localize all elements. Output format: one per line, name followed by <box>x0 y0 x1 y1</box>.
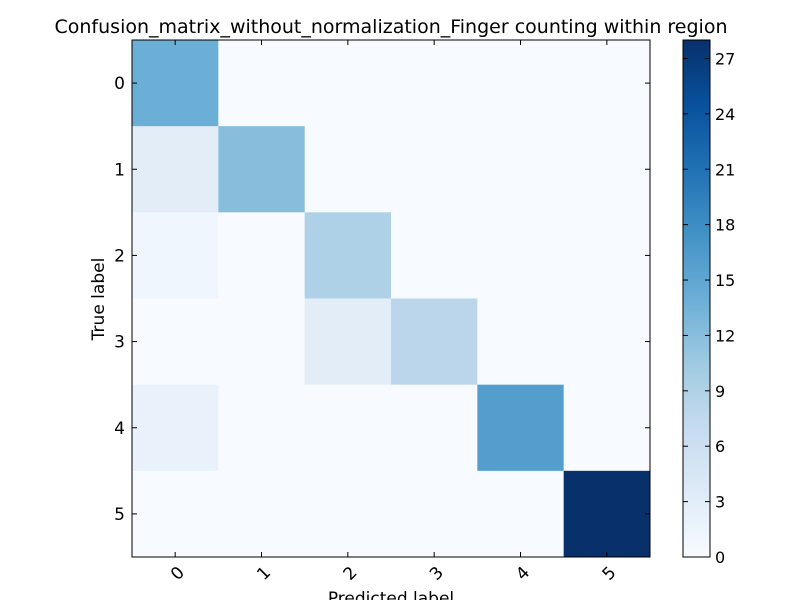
colorbar-tick-label: 3 <box>715 493 725 512</box>
y-tick-label: 4 <box>114 419 125 439</box>
heatmap-cell <box>391 126 478 213</box>
y-tick-label: 0 <box>114 74 125 94</box>
heatmap-cell <box>132 126 219 213</box>
colorbar-tick-label: 27 <box>715 49 735 68</box>
colorbar-tick-label: 24 <box>715 105 735 124</box>
x-tick-label: 2 <box>340 563 362 585</box>
heatmap-cell <box>132 298 219 386</box>
x-axis-label: Predicted label <box>328 589 454 600</box>
x-tick-label: 4 <box>512 563 534 585</box>
heatmap-cell <box>477 212 565 299</box>
heatmap-cell <box>477 384 565 472</box>
y-axis-label: True label <box>89 258 109 342</box>
heatmap-cell <box>563 40 651 127</box>
heatmap-cell <box>304 298 392 386</box>
plot-frame <box>131 39 651 558</box>
heatmap-cell <box>563 126 651 213</box>
colorbar-tick-label: 9 <box>715 382 725 401</box>
heatmap-cell <box>477 126 565 213</box>
colorbar <box>682 39 711 558</box>
x-tick-label: 0 <box>167 563 189 585</box>
y-tick-label: 5 <box>114 505 125 525</box>
heatmap-cell <box>218 212 306 299</box>
heatmap-cell <box>218 470 306 558</box>
colorbar-ticks: 0 3 6 9 12 15 18 21 24 27 <box>683 49 735 567</box>
heatmap-cell <box>477 298 565 386</box>
heatmap-cell <box>391 298 478 386</box>
heatmap-cell <box>132 470 219 558</box>
colorbar-tick-label: 21 <box>715 160 735 179</box>
heatmap-cell <box>563 298 651 386</box>
heatmap-cell <box>391 212 478 299</box>
heatmap-cells <box>132 40 651 558</box>
heatmap-cell <box>304 212 392 299</box>
heatmap-cell <box>391 470 478 558</box>
chart-title: Confusion_matrix_without_normalization_F… <box>55 16 728 38</box>
colorbar-tick-label: 18 <box>715 216 735 235</box>
heatmap-cell <box>218 298 306 386</box>
colorbar-tick-label: 12 <box>715 326 735 345</box>
heatmap-cell <box>391 384 478 472</box>
heatmap-cell <box>304 470 392 558</box>
heatmap-cell <box>563 470 651 558</box>
colorbar-tick-label: 6 <box>715 437 725 456</box>
y-tick-label: 1 <box>114 160 125 180</box>
y-tick-label: 3 <box>114 333 125 353</box>
heatmap-cell <box>304 384 392 472</box>
y-tick-label: 2 <box>114 246 125 266</box>
x-tick-label: 1 <box>253 563 275 585</box>
heatmap-cell <box>132 212 219 299</box>
heatmap-cell <box>563 384 651 472</box>
x-tick-label: 3 <box>426 563 448 585</box>
heatmap-cell <box>132 40 219 127</box>
heatmap-cell <box>218 126 306 213</box>
heatmap-cell <box>132 384 219 472</box>
heatmap-cell <box>391 40 478 127</box>
heatmap-cell <box>477 40 565 127</box>
x-tick-label: 5 <box>599 563 621 585</box>
heatmap-cell <box>477 470 565 558</box>
colorbar-tick-label: 0 <box>715 548 725 567</box>
heatmap-cell <box>304 40 392 127</box>
colorbar-tick-label: 15 <box>715 271 735 290</box>
heatmap-cell <box>304 126 392 213</box>
heatmap-cell <box>563 212 651 299</box>
heatmap-cell <box>218 384 306 472</box>
heatmap-cell <box>218 40 306 127</box>
